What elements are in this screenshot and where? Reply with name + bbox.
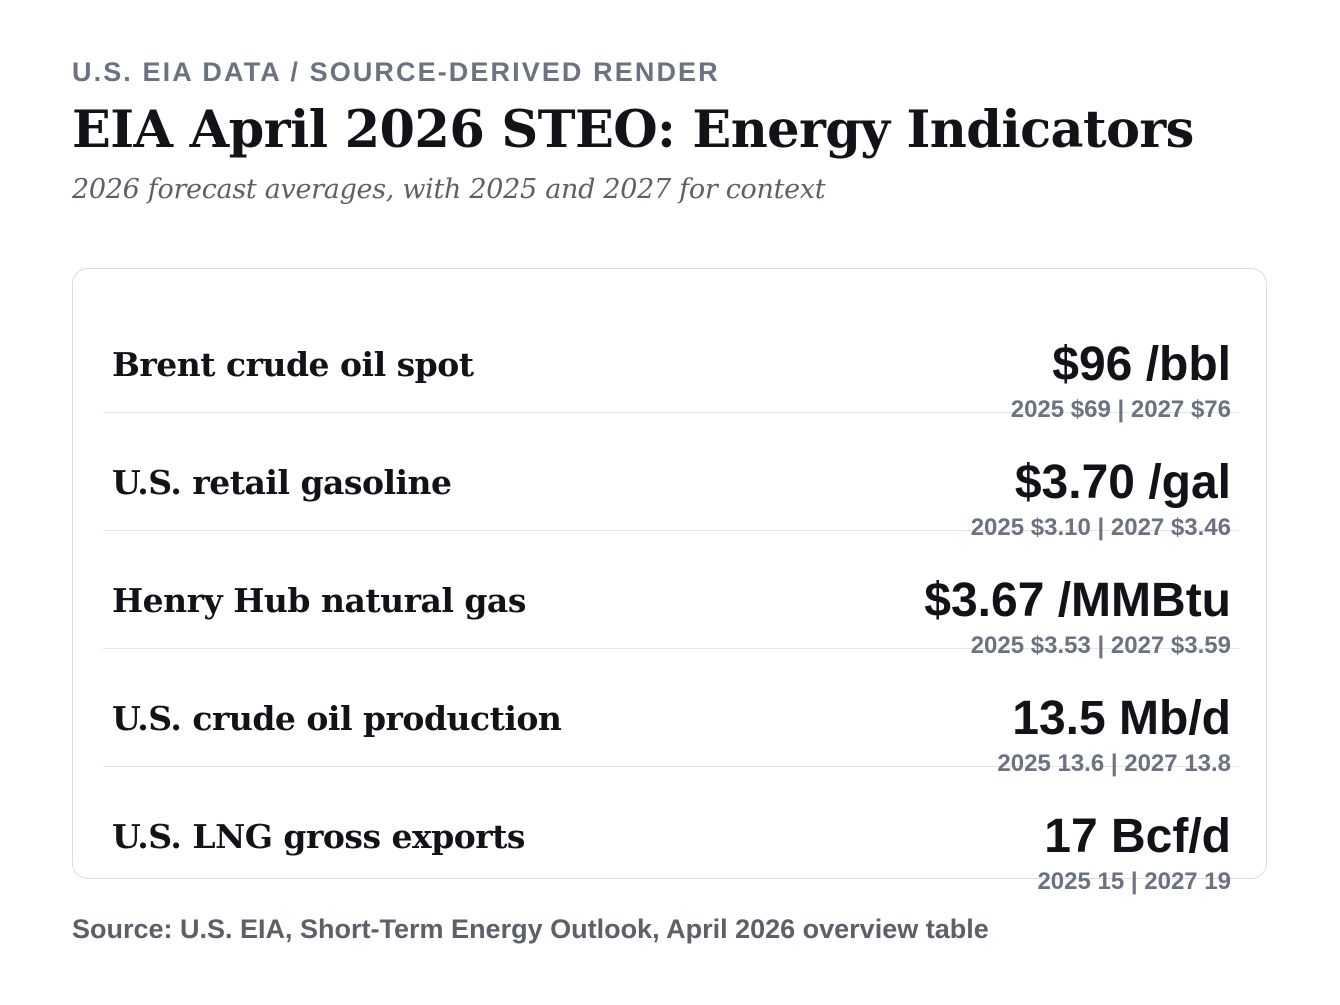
indicator-row: Brent crude oil spot $96 /bbl 2025 $69 |… (103, 295, 1239, 423)
indicator-context: 2025 13.6 | 2027 13.8 (997, 750, 1231, 777)
indicator-context: 2025 15 | 2027 19 (1037, 868, 1231, 895)
indicator-card: Brent crude oil spot $96 /bbl 2025 $69 |… (72, 268, 1267, 895)
source-note: Source: U.S. EIA, Short-Term Energy Outl… (72, 914, 989, 944)
indicator-context: 2025 $3.53 | 2027 $3.59 (970, 632, 1231, 659)
indicator-context: 2025 $3.10 | 2027 $3.46 (970, 514, 1231, 541)
indicator-value-2026: $3.70 /gal (1014, 456, 1231, 509)
indicator-context: 2025 $69 | 2027 $76 (1010, 396, 1231, 423)
page-title: EIA April 2026 STEO: Energy Indicators (72, 100, 1194, 160)
indicator-row: U.S. LNG gross exports 17 Bcf/d 2025 15 … (103, 767, 1239, 895)
indicator-value-2026: $96 /bbl (1052, 338, 1231, 391)
indicator-label: U.S. LNG gross exports (112, 817, 526, 856)
indicator-row: U.S. retail gasoline $3.70 /gal 2025 $3.… (103, 413, 1239, 541)
page-subtitle: 2026 forecast averages, with 2025 and 20… (72, 174, 826, 205)
indicator-value-2026: $3.67 /MMBtu (924, 574, 1231, 627)
indicator-value-2026: 17 Bcf/d (1044, 810, 1231, 863)
indicator-label: U.S. crude oil production (112, 699, 562, 738)
indicator-label: Henry Hub natural gas (112, 581, 526, 620)
indicator-value-2026: 13.5 Mb/d (1012, 692, 1231, 745)
indicator-row: Henry Hub natural gas $3.67 /MMBtu 2025 … (103, 531, 1239, 659)
indicator-row: U.S. crude oil production 13.5 Mb/d 2025… (103, 649, 1239, 777)
indicator-label: U.S. retail gasoline (112, 463, 452, 502)
indicator-label: Brent crude oil spot (112, 345, 474, 384)
kicker-text: U.S. EIA DATA / SOURCE-DERIVED RENDER (72, 57, 720, 87)
